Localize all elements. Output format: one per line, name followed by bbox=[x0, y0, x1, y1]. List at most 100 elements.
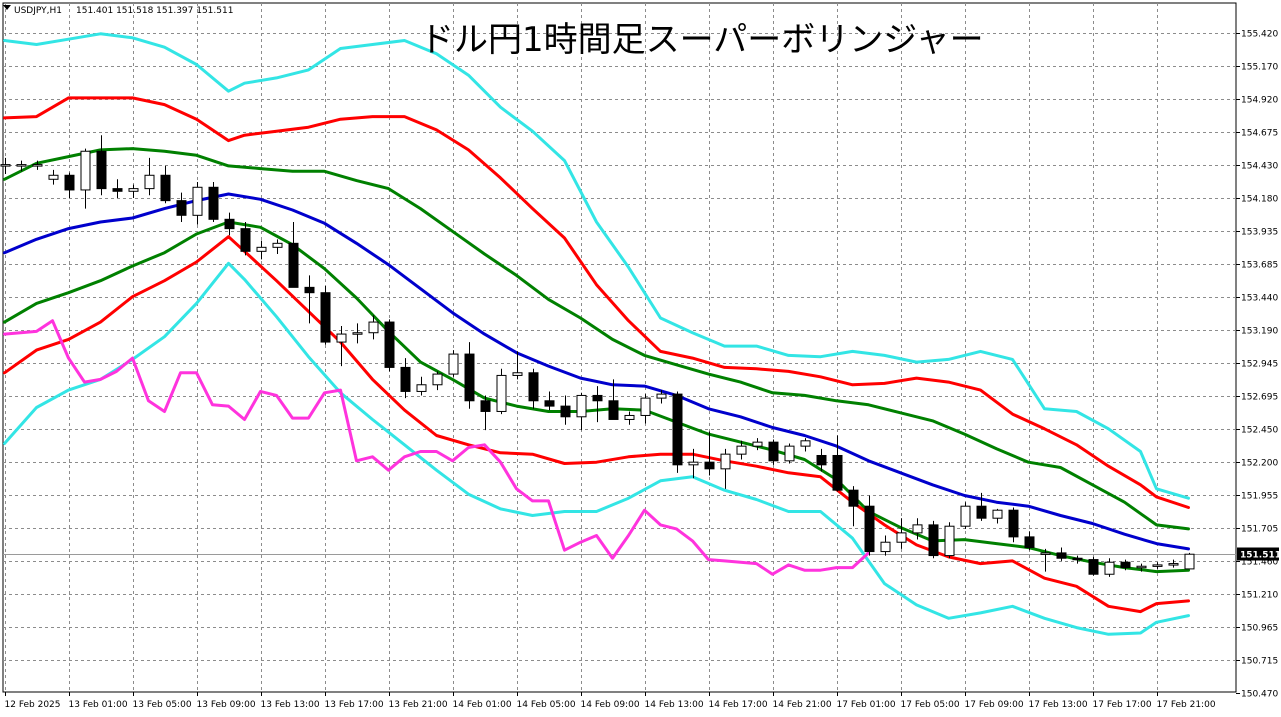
candle-body bbox=[32, 164, 43, 167]
candle bbox=[288, 221, 299, 288]
y-tick-label: 150.470 bbox=[1241, 690, 1278, 700]
x-tick-label: 14 Feb 13:00 bbox=[645, 700, 704, 710]
candle-body bbox=[1136, 565, 1147, 569]
candle bbox=[560, 395, 571, 425]
series-line-lower3 bbox=[3, 261, 1190, 636]
candle bbox=[896, 518, 907, 549]
candle bbox=[224, 212, 235, 236]
current-price-tag-bg bbox=[1237, 547, 1279, 561]
candle-body bbox=[144, 174, 155, 190]
candle bbox=[976, 492, 987, 521]
series-line-upper1 bbox=[3, 147, 1190, 531]
candle-body bbox=[1008, 509, 1019, 538]
candle-body bbox=[16, 164, 27, 167]
candle bbox=[528, 368, 539, 409]
y-tick-label: 154.180 bbox=[1241, 195, 1278, 205]
y-tick-label: 155.170 bbox=[1241, 63, 1278, 73]
candle bbox=[656, 390, 667, 404]
candle bbox=[320, 286, 331, 345]
candle bbox=[688, 448, 699, 479]
candle-body bbox=[512, 372, 523, 376]
ohlc-label: 151.401 151.518 151.397 151.511 bbox=[76, 6, 233, 16]
candle bbox=[160, 165, 171, 204]
candle bbox=[96, 135, 107, 196]
candle bbox=[1184, 552, 1195, 570]
candle bbox=[1040, 548, 1051, 572]
candle bbox=[0, 157, 11, 174]
y-tick-label: 151.955 bbox=[1241, 492, 1278, 502]
candle-body bbox=[384, 321, 395, 368]
candle-body bbox=[688, 461, 699, 466]
candle bbox=[432, 371, 443, 391]
candle bbox=[368, 315, 379, 340]
candle-body bbox=[1056, 552, 1067, 559]
candle-body bbox=[1168, 563, 1179, 566]
candle-body bbox=[272, 242, 283, 248]
candle bbox=[1152, 562, 1163, 569]
candle-body bbox=[880, 541, 891, 553]
candle-body bbox=[768, 441, 779, 462]
x-tick-label: 12 Feb 2025 bbox=[5, 700, 61, 710]
candle bbox=[208, 181, 219, 222]
candle bbox=[272, 239, 283, 255]
candle-body bbox=[800, 440, 811, 447]
x-tick-label: 13 Feb 21:00 bbox=[389, 700, 448, 710]
y-tick-label: 151.705 bbox=[1241, 525, 1278, 535]
candle bbox=[256, 240, 267, 260]
candle-body bbox=[928, 524, 939, 557]
candle-body bbox=[656, 393, 667, 399]
current-price-tag: 151.511 bbox=[1237, 547, 1281, 561]
candle-body bbox=[80, 150, 91, 191]
candle-body bbox=[640, 397, 651, 416]
candle-body bbox=[192, 186, 203, 216]
candle-body bbox=[960, 505, 971, 527]
y-tick-label: 150.715 bbox=[1241, 657, 1278, 667]
candle-body bbox=[1088, 559, 1099, 575]
candle bbox=[144, 157, 155, 196]
candle-body bbox=[176, 200, 187, 216]
candle-body bbox=[864, 505, 875, 553]
candle-body bbox=[304, 286, 315, 294]
candle bbox=[576, 392, 587, 431]
candle bbox=[544, 391, 555, 411]
candle bbox=[752, 438, 763, 451]
y-tick-label: 154.920 bbox=[1241, 96, 1278, 106]
y-tick-label: 153.190 bbox=[1241, 327, 1278, 337]
candle-body bbox=[240, 228, 251, 252]
series-line-upper2 bbox=[3, 96, 1190, 509]
candle bbox=[176, 192, 187, 222]
candle bbox=[384, 319, 395, 372]
x-tick-label: 17 Feb 21:00 bbox=[1157, 700, 1216, 710]
candle-body bbox=[1024, 536, 1035, 549]
candle-body bbox=[400, 366, 411, 392]
candle-body bbox=[320, 292, 331, 343]
candle-body bbox=[112, 188, 123, 192]
candle-body bbox=[1152, 564, 1163, 567]
candle-body bbox=[1040, 552, 1051, 555]
candle-body bbox=[976, 505, 987, 519]
x-tick-label: 14 Feb 05:00 bbox=[517, 700, 576, 710]
candle bbox=[928, 520, 939, 559]
y-tick-label: 152.695 bbox=[1241, 393, 1278, 403]
candle-body bbox=[1104, 561, 1115, 575]
y-tick-label: 153.935 bbox=[1241, 228, 1278, 238]
candle bbox=[864, 495, 875, 556]
candle-body bbox=[1072, 557, 1083, 561]
candle-body bbox=[896, 532, 907, 543]
candle bbox=[400, 358, 411, 399]
candle-body bbox=[528, 372, 539, 402]
candle bbox=[464, 342, 475, 409]
x-tick-label: 17 Feb 09:00 bbox=[965, 700, 1024, 710]
candle bbox=[48, 169, 59, 185]
candle-body bbox=[720, 453, 731, 470]
chart-menu-icon[interactable] bbox=[3, 5, 11, 10]
candle bbox=[1120, 559, 1131, 571]
candle bbox=[912, 518, 923, 540]
candle bbox=[832, 435, 843, 492]
candle-body bbox=[1120, 561, 1131, 569]
y-tick-label: 152.200 bbox=[1241, 459, 1278, 469]
candles bbox=[0, 135, 1195, 577]
y-tick-label: 152.450 bbox=[1241, 426, 1278, 436]
